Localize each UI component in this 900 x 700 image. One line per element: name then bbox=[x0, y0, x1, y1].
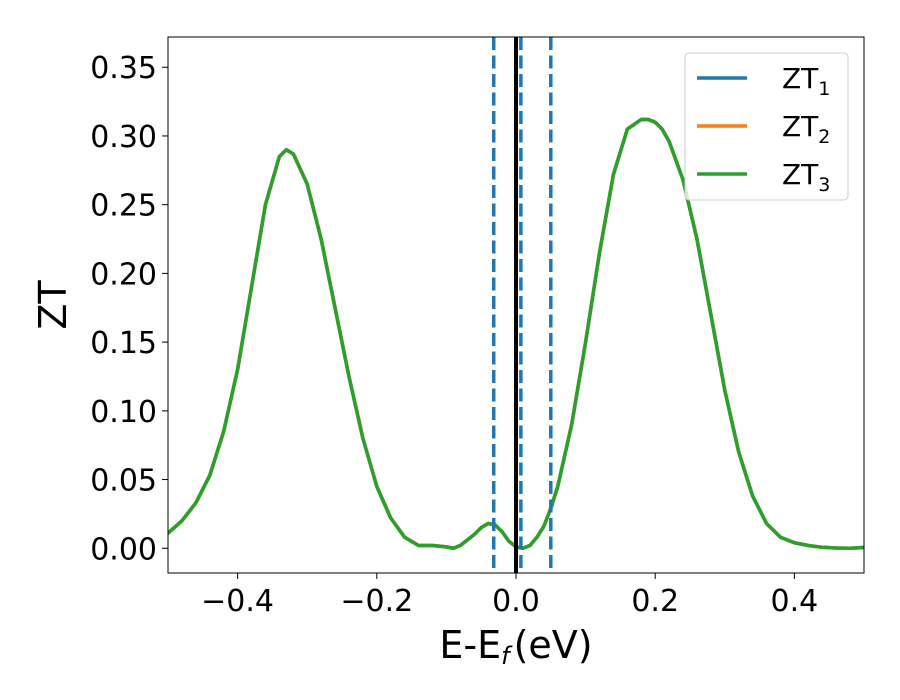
y-tick-label: 0.15 bbox=[90, 326, 157, 361]
x-tick-label: 0.0 bbox=[492, 584, 540, 619]
y-tick-label: 0.25 bbox=[90, 189, 157, 224]
x-tick-label: −0.2 bbox=[340, 584, 413, 619]
legend: ZT1 ZT2 ZT3 bbox=[684, 52, 849, 201]
y-tick-label: 0.10 bbox=[90, 395, 157, 430]
reference-lines bbox=[491, 37, 553, 573]
y-tick-label: 0.00 bbox=[90, 532, 157, 567]
x-axis-label-subscript: f bbox=[501, 642, 513, 670]
legend-label-2: ZT2 bbox=[782, 110, 830, 148]
x-axis-label-unit: (eV) bbox=[514, 623, 593, 667]
y-tick-label: 0.35 bbox=[90, 51, 157, 86]
x-axis-label: E-Ef (eV) bbox=[439, 623, 592, 670]
x-tick-label: 0.2 bbox=[631, 584, 679, 619]
y-tick-label: 0.05 bbox=[90, 464, 157, 499]
x-tick-label: 0.4 bbox=[771, 584, 819, 619]
legend-label-1: ZT1 bbox=[782, 62, 830, 100]
x-axis-label-main: E-E bbox=[439, 623, 501, 667]
y-tick-label: 0.30 bbox=[90, 120, 157, 155]
legend-box bbox=[684, 52, 849, 201]
y-axis-label: ZT bbox=[31, 280, 75, 330]
y-tick-label: 0.20 bbox=[90, 257, 157, 292]
legend-label-3: ZT3 bbox=[782, 158, 830, 196]
x-tick-label: −0.4 bbox=[201, 584, 274, 619]
y-axis-ticks: 0.00 0.05 0.10 0.15 0.20 0.25 0.30 0.35 bbox=[90, 51, 168, 567]
x-axis-ticks: −0.4 −0.2 0.0 0.2 0.4 bbox=[201, 573, 818, 619]
